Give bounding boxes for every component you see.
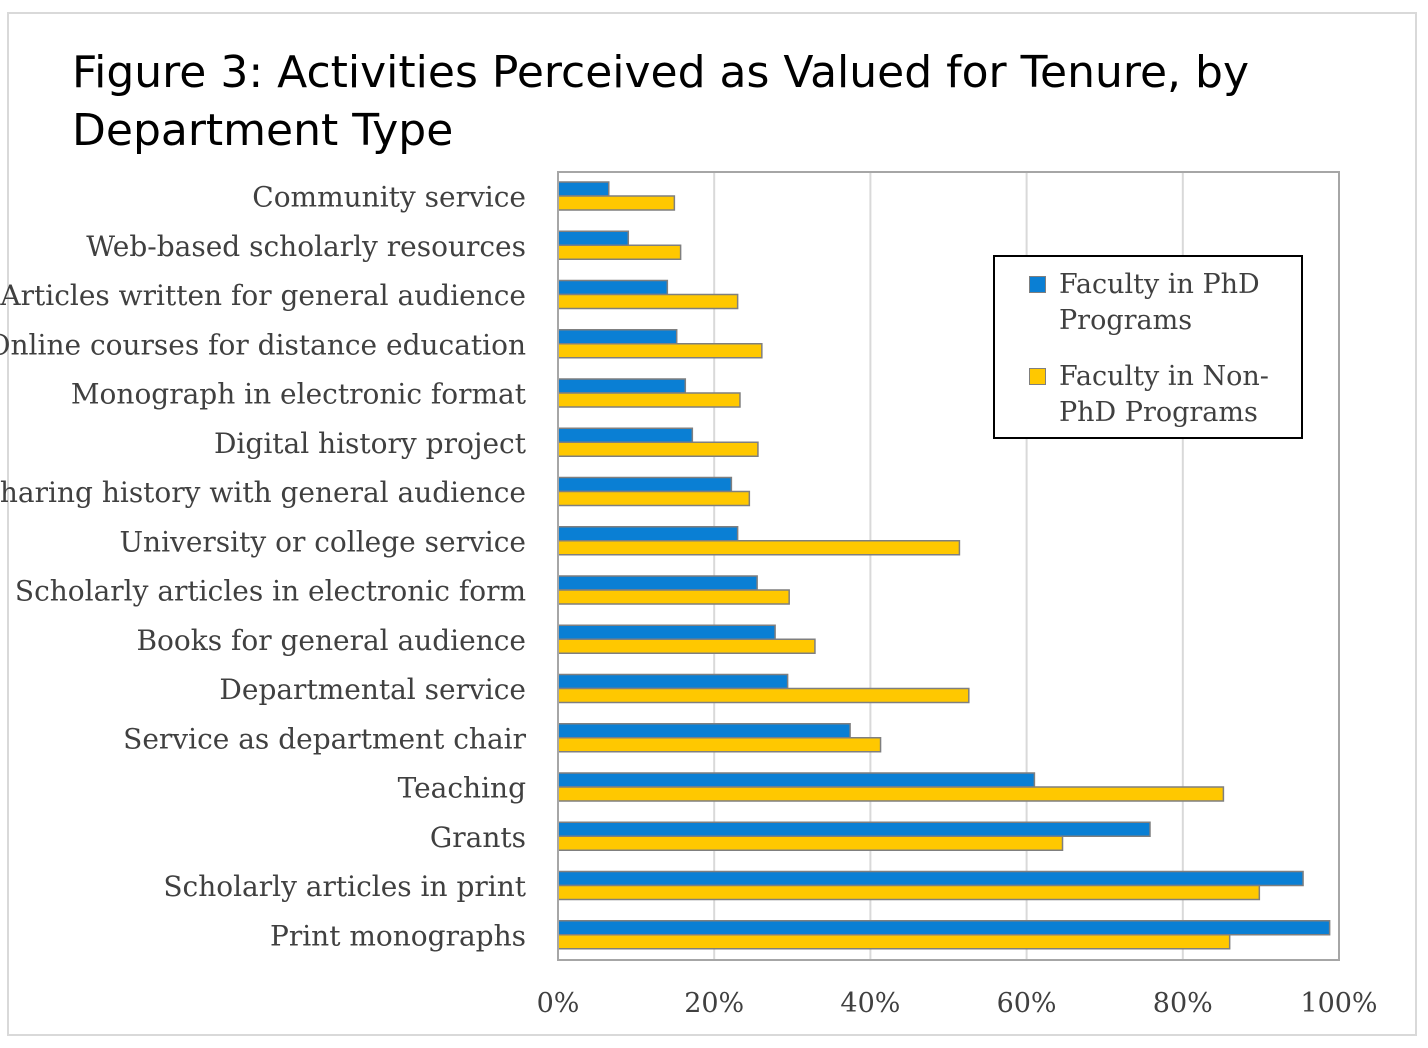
bar <box>557 737 882 753</box>
bar <box>557 526 739 542</box>
x-tick-label: 60% <box>997 988 1057 1019</box>
category-label: University or college service <box>119 525 526 558</box>
legend-swatch-phd <box>1029 276 1046 293</box>
x-tick-label: 20% <box>684 988 744 1019</box>
bar <box>557 476 733 493</box>
category-label: Community service <box>252 181 526 214</box>
bar <box>557 575 758 591</box>
bar <box>557 441 759 457</box>
category-label: Web-based scholarly resources <box>86 230 526 263</box>
bar <box>557 343 763 359</box>
bar <box>557 279 669 296</box>
bar <box>557 920 1331 936</box>
bar <box>557 934 1231 950</box>
bar <box>557 835 1064 851</box>
category-label: Scholarly articles in print <box>163 870 526 903</box>
x-tick-label: 40% <box>840 988 900 1019</box>
bar <box>557 673 789 690</box>
bar <box>557 293 739 310</box>
category-label: Departmental service <box>219 673 526 706</box>
bar <box>557 723 851 739</box>
legend: Faculty in PhD Programs Faculty in Non-P… <box>993 255 1303 439</box>
legend-item-phd: Faculty in PhD Programs <box>1029 267 1297 339</box>
bar <box>557 490 751 507</box>
bar <box>557 624 776 640</box>
bar <box>557 378 687 394</box>
bar <box>557 181 610 197</box>
plot-area-border <box>557 171 1340 961</box>
bar <box>557 230 630 246</box>
legend-swatch-non-phd <box>1029 368 1046 385</box>
bar <box>557 589 790 605</box>
x-tick-labels: 0% 20% 40% 60% 80% 100% <box>537 988 1378 1019</box>
category-label: Sharing history with general audience <box>0 476 526 509</box>
bar <box>557 638 816 654</box>
category-labels: Community service Web-based scholarly res… <box>0 181 527 953</box>
bar <box>557 772 1036 788</box>
bar <box>557 195 676 211</box>
category-label: Print monographs <box>270 919 526 952</box>
bar <box>557 540 961 556</box>
category-label: Articles written for general audience <box>0 279 526 312</box>
x-tick-label: 0% <box>537 988 580 1019</box>
chart-title: Figure 3: Activities Perceived as Valued… <box>72 47 1249 156</box>
category-label: Digital history project <box>214 427 527 460</box>
category-label: Online courses for distance education <box>0 328 526 361</box>
x-tick-label: 100% <box>1300 988 1377 1019</box>
legend-label-phd: Faculty in PhD Programs <box>1059 269 1260 336</box>
bar <box>557 687 970 704</box>
bar <box>557 870 1304 887</box>
category-label: Teaching <box>398 772 526 805</box>
bar <box>557 244 682 260</box>
bar <box>557 821 1151 837</box>
bar <box>557 427 694 443</box>
category-label: Scholarly articles in electronic form <box>15 575 526 608</box>
bar <box>557 786 1225 802</box>
category-label: Books for general audience <box>136 624 526 657</box>
category-label: Grants <box>430 821 526 854</box>
category-label: Monograph in electronic format <box>71 378 527 411</box>
x-tick-label: 80% <box>1153 988 1213 1019</box>
bar <box>557 329 678 345</box>
category-label: Service as department chair <box>123 722 526 755</box>
legend-label-non-phd: Faculty in Non-PhD Programs <box>1059 361 1269 428</box>
bar <box>557 392 741 408</box>
legend-item-non-phd: Faculty in Non-PhD Programs <box>1029 359 1297 431</box>
bar <box>557 884 1261 901</box>
